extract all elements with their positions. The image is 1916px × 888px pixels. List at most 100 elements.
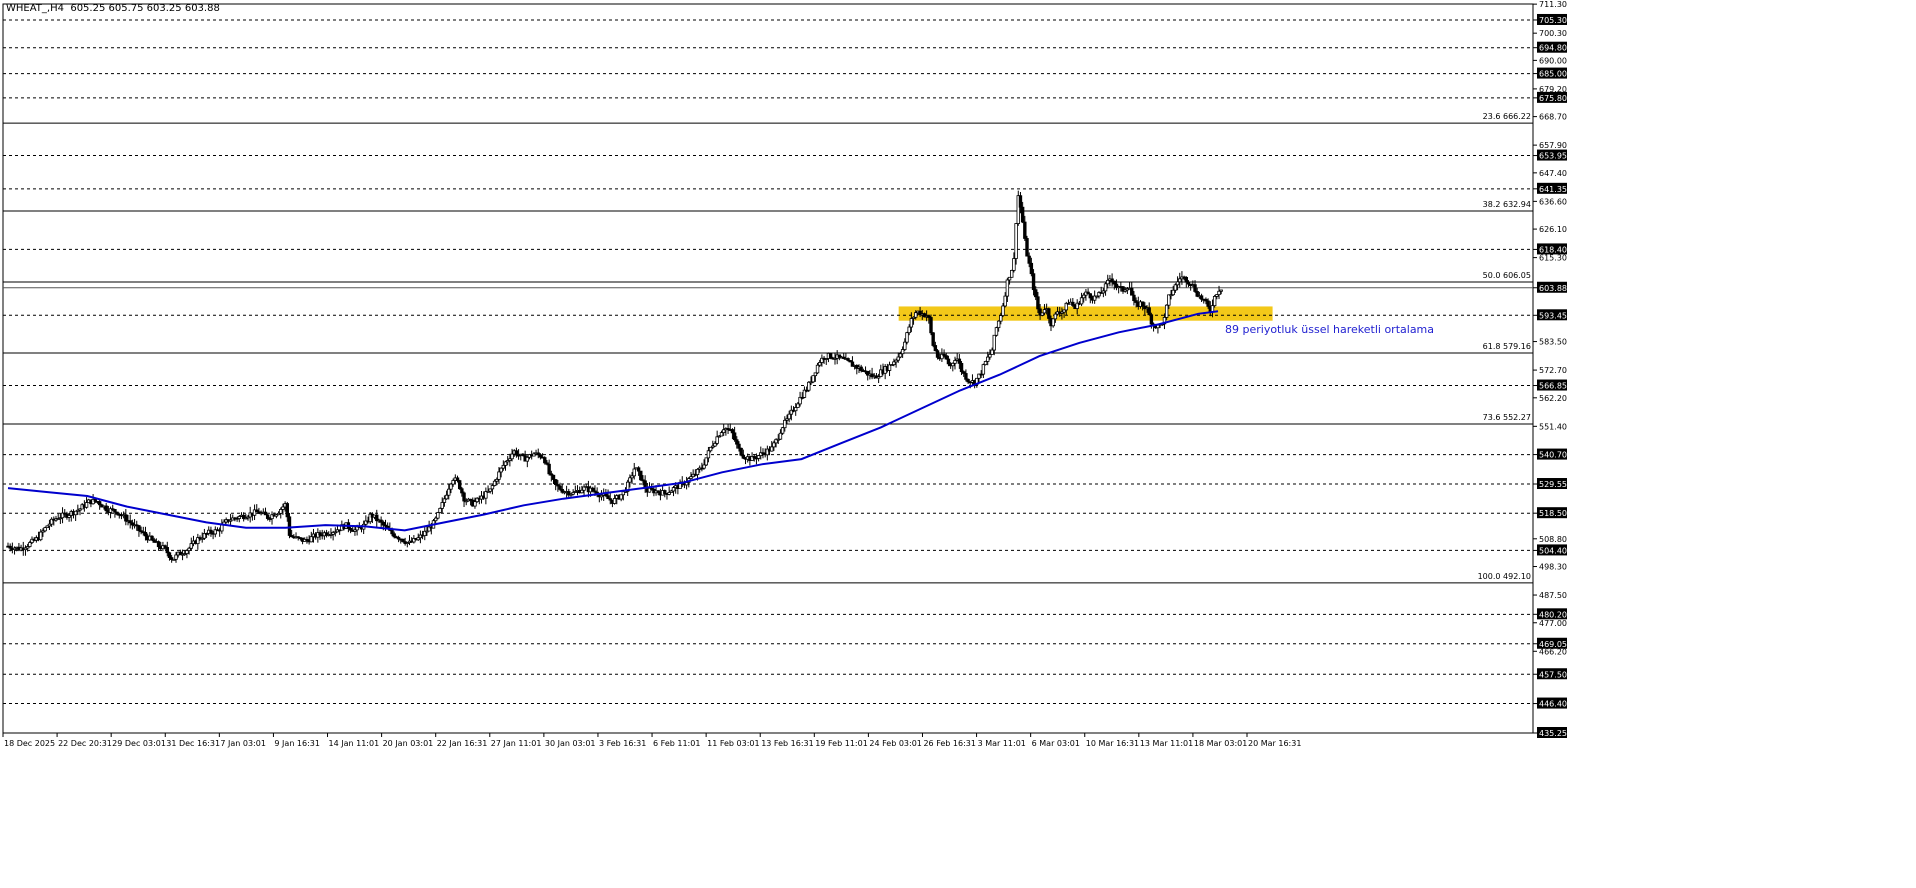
candle-body <box>457 480 462 490</box>
candle-body <box>630 475 634 479</box>
candle-body <box>1014 223 1018 259</box>
candle-body <box>167 552 172 558</box>
candle-body <box>73 510 78 516</box>
y-tick-label: 562.20 <box>1539 394 1567 403</box>
candle-body <box>669 490 674 493</box>
price-label-box <box>1537 243 1567 255</box>
candle-body <box>433 517 438 522</box>
candle-body <box>196 537 200 545</box>
price-label-box <box>1537 67 1567 79</box>
y-tick-label: 498.30 <box>1539 563 1567 572</box>
candle-body <box>569 493 573 496</box>
candle-body <box>25 546 30 549</box>
candle-body <box>1134 300 1138 303</box>
y-tick-label: 477.00 <box>1539 619 1567 628</box>
candle-body <box>573 491 578 493</box>
candle-body <box>981 364 986 375</box>
candle-body <box>150 535 154 541</box>
symbol-label: WHEAT_,H4 <box>6 3 64 14</box>
price-label-box <box>1537 668 1567 680</box>
candle-body <box>940 353 944 360</box>
x-tick-label: 18 Mar 03:01 <box>1194 739 1247 748</box>
candle-body <box>837 354 842 358</box>
price-label-box <box>1537 727 1567 738</box>
candle-body <box>962 371 966 374</box>
candle-body <box>508 458 512 461</box>
price-label-box <box>1537 478 1567 490</box>
candle-body <box>379 519 383 523</box>
candle-body <box>944 355 948 360</box>
candle-body <box>935 350 940 358</box>
candle-body <box>84 502 89 508</box>
candle-body <box>8 545 12 549</box>
candle-body <box>911 316 916 319</box>
candle-body <box>735 439 739 445</box>
candle-body <box>1036 296 1040 310</box>
candle-body <box>794 407 798 412</box>
price-label-box <box>1537 41 1567 53</box>
candle-body <box>818 362 822 366</box>
price-label-box <box>1537 149 1567 161</box>
candle-body <box>990 349 994 355</box>
candle-body <box>1103 283 1108 292</box>
candle-body <box>270 514 274 520</box>
candle-body <box>333 531 338 534</box>
x-tick-label: 13 Feb 16:31 <box>761 739 813 748</box>
candle-body <box>770 446 774 452</box>
y-tick-label: 593.45 <box>1539 311 1567 320</box>
candle-body <box>353 529 357 532</box>
candle-body <box>324 532 329 536</box>
candle-body <box>1064 302 1068 311</box>
candle-body <box>1175 281 1180 286</box>
candle-body <box>1062 309 1066 313</box>
candle-body <box>1001 305 1005 316</box>
candle-body <box>246 516 250 519</box>
candle-body <box>759 452 763 456</box>
candle-body <box>187 547 191 551</box>
candle-body <box>464 500 468 503</box>
price-label-box <box>1537 608 1567 620</box>
y-tick-label: 529.55 <box>1539 480 1567 489</box>
candle-body <box>789 409 794 415</box>
candle-body <box>1186 281 1191 285</box>
price-label-box <box>1537 448 1567 460</box>
candle-body <box>979 373 983 376</box>
candle-body <box>183 553 187 555</box>
candle-body <box>412 538 416 543</box>
candle-body <box>115 511 119 515</box>
candle-body <box>1112 280 1116 285</box>
y-tick-label: 603.88 <box>1539 284 1567 293</box>
candle-body <box>553 479 558 485</box>
candle-body <box>43 527 47 532</box>
price-label-box <box>1537 13 1567 25</box>
candle-body <box>329 533 333 536</box>
candle-body <box>859 366 863 371</box>
candle-body <box>702 464 706 469</box>
candle-body <box>802 389 807 398</box>
candle-body <box>996 320 1001 329</box>
candle-body <box>1075 302 1079 309</box>
candle-body <box>942 353 946 357</box>
y-tick-label: 466.20 <box>1539 647 1567 656</box>
candle-body <box>1097 292 1101 297</box>
candle-body <box>1079 297 1084 305</box>
y-tick-label: 583.50 <box>1539 338 1567 347</box>
candle-body <box>1162 317 1167 325</box>
y-tick-label: 618.40 <box>1539 245 1567 254</box>
y-tick-label: 572.70 <box>1539 366 1567 375</box>
candle-body <box>174 554 178 560</box>
candle-body <box>93 498 97 502</box>
candle-body <box>850 361 855 367</box>
candle-body <box>1193 284 1197 292</box>
candle-body <box>451 480 455 485</box>
candle-body <box>815 364 820 374</box>
candle-body <box>953 360 957 364</box>
candle-body <box>41 530 45 533</box>
candle-body <box>1110 278 1114 282</box>
candle-body <box>713 442 717 447</box>
candle-body <box>241 514 246 519</box>
candle-body <box>730 429 735 434</box>
candle-body <box>237 516 241 519</box>
candle-body <box>846 358 850 361</box>
